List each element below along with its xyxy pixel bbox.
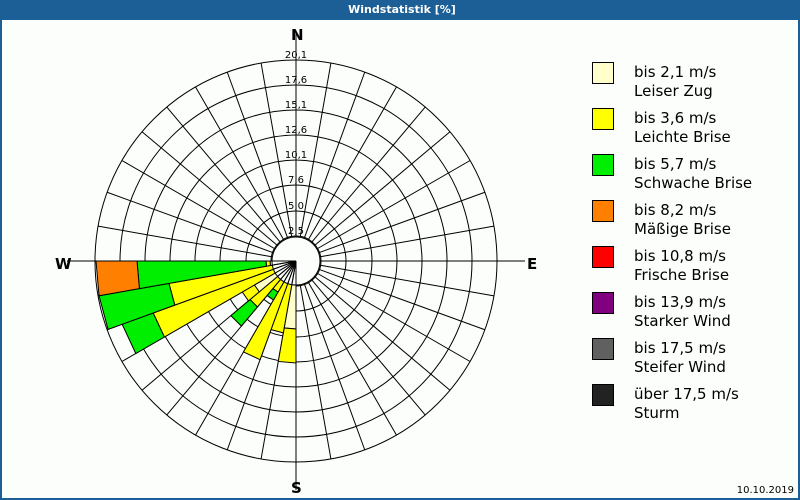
legend-name: Mäßige Brise	[634, 220, 731, 238]
spoke	[319, 225, 495, 258]
wind-rose-chart: 2,5 5,0 7,6 10,1 12,6 15,1 17,6 20,1 N E S W bi…	[2, 20, 800, 500]
legend-item: bis 3,6 m/s Leichte Brise	[592, 108, 792, 154]
spoke	[166, 106, 281, 243]
spoke	[311, 279, 426, 416]
spoke	[307, 86, 397, 241]
spoke	[226, 71, 289, 239]
spoke	[307, 281, 397, 436]
legend-swatch	[592, 62, 614, 84]
legend-name: Leiser Zug	[634, 82, 713, 100]
spoke	[314, 131, 451, 246]
petal-segment	[242, 260, 297, 361]
legend-swatch	[592, 246, 614, 268]
petal-edge	[273, 260, 297, 270]
legend-swatch	[592, 292, 614, 314]
petal-edge	[283, 260, 297, 283]
compass-east-label: E	[527, 255, 538, 273]
radial-tick-label: 20,1	[285, 50, 307, 61]
compass-west-label: W	[55, 255, 72, 273]
legend-range: bis 5,7 m/s	[634, 155, 717, 173]
legend-range: über 17,5 m/s	[634, 385, 739, 403]
legend-swatch	[592, 200, 614, 222]
petal-edge	[277, 260, 297, 277]
petal-segment	[277, 327, 297, 364]
radial-tick-label: 5,0	[288, 201, 304, 212]
radial-tick-label: 12,6	[285, 125, 307, 136]
legend-range: bis 10,8 m/s	[634, 247, 726, 265]
legend-range: bis 13,9 m/s	[634, 293, 726, 311]
spoke	[299, 62, 332, 238]
wind-rose-plot: 2,5 5,0 7,6 10,1 12,6 15,1 17,6 20,1	[67, 32, 525, 490]
legend-item: bis 10,8 m/s Frische Brise	[592, 246, 792, 292]
petal-edge	[280, 260, 297, 280]
legend-range: bis 17,5 m/s	[634, 339, 726, 357]
legend-item: bis 2,1 m/s Leiser Zug	[592, 62, 792, 108]
radial-tick-label: 10,1	[285, 150, 307, 161]
legend-swatch	[592, 338, 614, 360]
legend-range: bis 2,1 m/s	[634, 63, 717, 81]
petal-edge	[291, 260, 297, 285]
petal-segment	[95, 260, 140, 297]
compass-south-label: S	[291, 479, 302, 497]
legend-item: bis 5,7 m/s Schwache Brise	[592, 154, 792, 200]
spoke	[303, 71, 366, 239]
spoke	[316, 160, 471, 250]
petal-edge	[287, 260, 297, 284]
legend-swatch	[592, 154, 614, 176]
spoke	[97, 225, 273, 258]
spoke	[311, 106, 426, 243]
radial-tick-label: 17,6	[285, 75, 307, 86]
radial-tick-label: 15,1	[285, 100, 307, 111]
legend-range: bis 8,2 m/s	[634, 201, 717, 219]
legend-item: über 17,5 m/s Sturm	[592, 384, 792, 430]
spoke	[318, 268, 486, 331]
petal-edge	[272, 260, 297, 266]
compass-north-label: N	[291, 26, 304, 44]
petal-segment	[230, 298, 259, 327]
window-title: Windstatistik [%]	[2, 0, 800, 20]
spoke	[260, 62, 293, 238]
legend: bis 2,1 m/s Leiser Zug bis 3,6 m/s Leichte…	[592, 62, 792, 430]
spoke	[141, 131, 278, 246]
legend-item: bis 13,9 m/s Starker Wind	[592, 292, 792, 338]
spoke	[299, 284, 332, 460]
spoke	[106, 191, 274, 254]
petal-edge	[274, 260, 297, 274]
radial-tick-label: 2,5	[288, 226, 304, 237]
spoke	[195, 86, 285, 241]
legend-name: Steifer Wind	[634, 358, 726, 376]
spoke	[303, 283, 366, 451]
legend-item: bis 17,5 m/s Steifer Wind	[592, 338, 792, 384]
spoke	[318, 191, 486, 254]
legend-name: Schwache Brise	[634, 174, 753, 192]
spoke	[319, 264, 495, 297]
legend-name: Frische Brise	[634, 266, 730, 284]
date-label: 10.10.2019	[736, 485, 794, 496]
legend-swatch	[592, 108, 614, 130]
legend-item: bis 8,2 m/s Mäßige Brise	[592, 200, 792, 246]
spoke	[121, 160, 276, 250]
spoke	[316, 272, 471, 362]
legend-range: bis 3,6 m/s	[634, 109, 717, 127]
legend-name: Sturm	[634, 404, 680, 422]
legend-swatch	[592, 384, 614, 406]
radial-tick-label: 7,6	[288, 175, 304, 186]
spoke	[314, 276, 451, 391]
legend-name: Starker Wind	[634, 312, 731, 330]
legend-name: Leichte Brise	[634, 128, 731, 146]
